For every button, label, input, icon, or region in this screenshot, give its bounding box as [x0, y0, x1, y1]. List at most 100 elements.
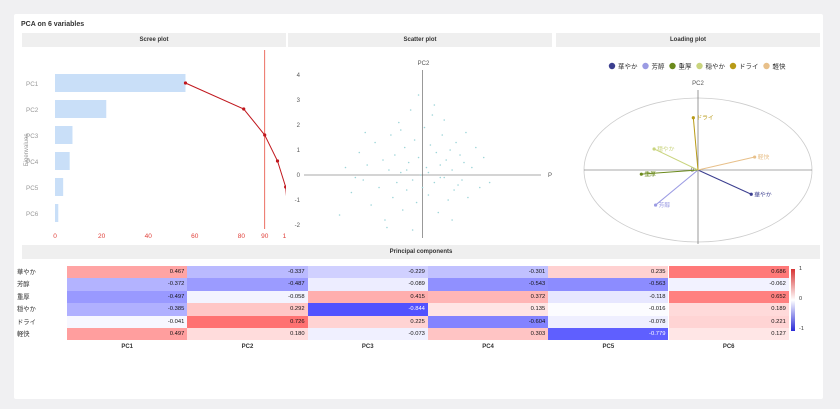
pc-column-label: PC3 — [361, 344, 374, 351]
scatter-point — [445, 159, 447, 161]
scree-cumulative-point — [284, 185, 286, 189]
scatter-point — [411, 179, 414, 181]
pc-row-label: 重厚 — [17, 293, 30, 301]
pc-cell: 0.221 — [668, 315, 789, 328]
loading-point — [639, 172, 643, 176]
scatter-point — [478, 186, 481, 189]
legend-label: 重厚 — [679, 63, 693, 71]
scatter-point — [392, 196, 394, 199]
scatter-point — [338, 214, 341, 216]
pc-cell: 0.372 — [427, 290, 549, 304]
scatter-point — [475, 146, 477, 149]
scatter-point — [405, 189, 408, 191]
pc-header: Principal components — [22, 245, 820, 259]
legend-marker — [729, 62, 737, 70]
loading-label: ドライ — [696, 115, 713, 122]
scree-x-tick: 40 — [145, 233, 153, 238]
scree-cumulative-point — [183, 81, 188, 85]
scatter-plot: -6-4-20246-2-101234PC2PC1 — [295, 61, 552, 238]
legend-label: 穏やか — [706, 62, 726, 71]
scatter-point — [437, 211, 440, 214]
scatter-header: Scatter plot — [288, 33, 552, 47]
pc-cell: 0.225 — [307, 315, 428, 328]
pc-cell: -0.089 — [307, 278, 428, 291]
legend-label: 芳醇 — [652, 62, 666, 71]
scatter-point — [443, 119, 446, 121]
pc-cell: 0.652 — [668, 290, 789, 304]
pc-cell: 0.180 — [187, 328, 308, 341]
pc-cell: -0.016 — [548, 303, 669, 316]
scatter-point — [433, 104, 436, 106]
scatter-point — [396, 181, 398, 184]
scree-category-label: PC6 — [26, 211, 39, 218]
loading-label: 軽快 — [758, 153, 770, 161]
colorbar-label: 1 — [799, 266, 803, 272]
scatter-y-tick: -2 — [295, 223, 301, 229]
scree-x-tick: 80 — [238, 233, 246, 238]
scatter-point — [366, 164, 368, 166]
loading-point — [749, 192, 753, 196]
scatter-point — [465, 131, 467, 134]
scatter-y-tick: 4 — [297, 73, 301, 79]
pc-cell: 0.467 — [67, 266, 188, 279]
scree-cumulative-line — [185, 82, 286, 197]
pc-cell: 0.726 — [187, 315, 308, 328]
scatter-point — [403, 146, 406, 149]
scatter-point — [471, 166, 473, 169]
scatter-y-tick: 0 — [297, 173, 301, 179]
pc-cell: -0.078 — [548, 315, 669, 328]
loading-vector — [653, 148, 699, 171]
scatter-point — [425, 166, 428, 169]
scatter-y-tick: -1 — [295, 198, 301, 204]
scatter-point — [423, 126, 426, 129]
pc-cell: -0.385 — [67, 303, 188, 316]
loading-point — [653, 203, 658, 207]
scatter-point — [394, 154, 396, 156]
loading-label: 芳醇 — [659, 201, 671, 209]
scatter-point — [459, 154, 461, 156]
scree-category-label: PC5 — [26, 185, 39, 192]
pc-column-label: PC1 — [121, 344, 133, 351]
scatter-point — [482, 156, 485, 159]
pc-cell: -0.073 — [307, 328, 428, 341]
scree-x-tick: 90 — [261, 233, 269, 238]
scatter-point — [362, 179, 365, 181]
scatter-point — [390, 134, 392, 136]
pc-cell: -0.844 — [307, 303, 428, 316]
scree-x-tick: 0 — [53, 233, 57, 238]
scatter-point — [382, 159, 384, 161]
scatter-point — [407, 161, 410, 164]
scree-category-label: PC3 — [26, 133, 39, 140]
scatter-point — [435, 151, 438, 154]
scree-plot: PC1PC2PC3PC4PC5PC602040608090100Explaine… — [24, 50, 286, 238]
scatter-point — [405, 169, 408, 171]
pc-cell: -0.487 — [187, 278, 308, 291]
loading-point — [691, 116, 695, 120]
scatter-point — [433, 181, 436, 184]
scatter-point — [443, 176, 446, 179]
pc-cell: 0.235 — [548, 266, 669, 279]
pc-cell: -0.041 — [67, 315, 188, 328]
scatter-point — [467, 196, 469, 199]
scree-bar — [55, 152, 70, 170]
loading-vector — [697, 156, 755, 171]
legend-marker — [642, 62, 649, 70]
loading-point — [753, 155, 757, 159]
pc-cell: -0.497 — [67, 290, 188, 304]
pc-column-label: PC5 — [602, 344, 615, 351]
scatter-point — [431, 114, 434, 116]
scatter-point — [358, 151, 361, 154]
scatter-point — [461, 179, 463, 181]
scatter-point — [417, 156, 420, 159]
scree-bar — [55, 74, 186, 92]
pc-cell: 0.292 — [187, 303, 308, 316]
loading-vector — [697, 169, 752, 195]
legend-marker — [696, 62, 703, 70]
scree-bar — [55, 204, 59, 222]
pc-row-label: ドライ — [17, 318, 36, 326]
scatter-point — [463, 161, 465, 164]
scree-bar — [55, 126, 73, 144]
colorbar-label: -1 — [799, 326, 804, 332]
pc-column-label: PC6 — [722, 344, 735, 351]
scatter-point — [411, 229, 414, 231]
